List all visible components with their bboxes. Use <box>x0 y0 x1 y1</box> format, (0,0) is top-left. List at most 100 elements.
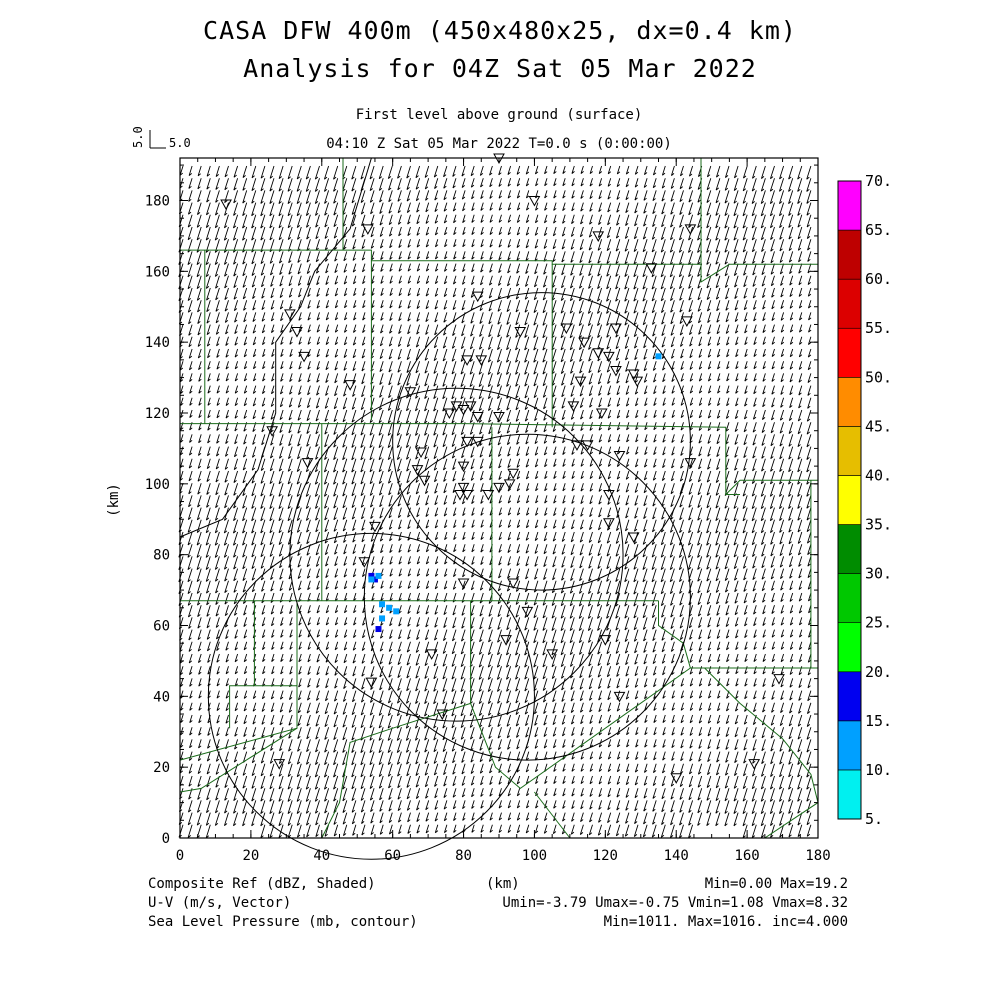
reference-vector: 5.0 5.0 <box>131 126 191 150</box>
colorbar-label: 55. <box>865 319 892 337</box>
station-marker <box>681 316 693 327</box>
footer-stats-3: Min=1011. Max=1016. inc=4.000 <box>603 914 848 930</box>
x-tick-label: 180 <box>805 848 830 864</box>
station-marker <box>627 369 640 381</box>
station-marker <box>595 408 608 420</box>
station-marker <box>415 447 427 458</box>
station-marker <box>365 677 378 689</box>
colorbar-label: 10. <box>865 761 892 779</box>
level-label: First level above ground (surface) <box>355 107 643 123</box>
station-marker <box>684 458 697 469</box>
colorbar-swatch <box>837 377 862 427</box>
y-tick-label: 140 <box>145 335 170 351</box>
colorbar-frame <box>837 180 862 820</box>
station-marker <box>461 436 473 448</box>
x-axis-label: (km) <box>486 876 520 892</box>
station-marker <box>298 351 310 363</box>
county-line <box>179 600 298 793</box>
station-marker <box>514 327 527 338</box>
station-marker <box>443 408 456 420</box>
station-marker <box>528 196 541 207</box>
station-marker <box>493 482 505 494</box>
colorbar: 5. 10. 15. 20. 25. 30. 35. 40. 45. 50. 55. 60. 65. 70… <box>837 172 892 828</box>
station-marker <box>670 773 683 784</box>
radar-range-ring <box>392 292 691 591</box>
y-tick-label: 20 <box>153 760 170 776</box>
colorbar-label: 20. <box>865 663 892 681</box>
county-line <box>179 727 298 761</box>
station-marker <box>411 465 424 476</box>
x-tick-label: 20 <box>242 848 259 864</box>
station-marker <box>631 376 644 388</box>
station-marker <box>578 337 590 349</box>
station-marker <box>454 489 466 501</box>
county-line <box>704 667 819 839</box>
y-tick-label: 80 <box>153 548 170 564</box>
colorbar-swatch <box>837 180 862 231</box>
station-marker <box>571 440 583 451</box>
station-marker <box>471 291 484 303</box>
colorbar-swatch <box>837 671 862 722</box>
station-marker <box>567 401 580 412</box>
valid-time-label: 04:10 Z Sat 05 Mar 2022 T=0.0 s (0:00:00… <box>326 136 672 152</box>
station-marker <box>610 366 622 377</box>
wind-vectors <box>178 165 812 839</box>
pressure-contours <box>179 157 372 538</box>
station-marker <box>610 323 622 335</box>
station-marker <box>301 458 314 469</box>
station-marker <box>592 231 605 242</box>
station-marker <box>613 691 626 703</box>
station-marker <box>475 355 488 366</box>
county-line <box>470 600 691 790</box>
radar-range-ring <box>207 532 535 860</box>
echo-cell <box>368 576 375 583</box>
colorbar-swatch <box>837 475 862 525</box>
station-marker <box>418 475 431 487</box>
x-tick-label: 160 <box>734 848 759 864</box>
footer-stats-1: Min=0.00 Max=19.2 <box>704 876 848 892</box>
station-marker <box>599 635 612 646</box>
station-marker <box>457 461 470 473</box>
title-line-1: CASA DFW 400m (450x480x25, dx=0.4 km) <box>203 16 797 45</box>
station-marker <box>603 489 615 501</box>
axis-ticks: 0 20 40 60 80 100 120 140 160 180 0 20 40 60 80 100 120 1… <box>145 158 831 864</box>
station-marker <box>581 440 594 451</box>
wind-vector-field <box>178 165 812 839</box>
echo-cell <box>655 353 662 360</box>
colorbar-label: 60. <box>865 270 892 288</box>
station-marker <box>507 578 520 590</box>
station-marker <box>358 557 371 568</box>
colorbar-label: 50. <box>865 368 892 386</box>
colorbar-label: 45. <box>865 417 892 435</box>
colorbar-swatch <box>837 573 862 623</box>
station-marker <box>684 224 697 235</box>
footer-field-1: Composite Ref (dBZ, Shaded) <box>148 876 376 892</box>
ref-vector-value: 5.0 <box>169 136 191 150</box>
echo-cell <box>368 572 375 579</box>
colorbar-label: 35. <box>865 516 892 534</box>
county-boundaries <box>179 158 819 839</box>
echo-cell <box>371 576 378 583</box>
footer-stats-2: Umin=-3.79 Umax=-0.75 Vmin=1.08 Vmax=8.3… <box>502 895 848 911</box>
colorbar-label: 15. <box>865 712 892 730</box>
reflectivity-echoes <box>368 353 662 633</box>
echo-cell <box>393 608 400 615</box>
station-marker <box>344 380 356 391</box>
y-tick-label: 180 <box>145 194 170 210</box>
station-marker <box>574 376 587 388</box>
station-marker <box>503 479 516 490</box>
x-tick-label: 60 <box>384 848 401 864</box>
colorbar-swatch <box>837 229 862 280</box>
radar-range-rings <box>207 292 691 860</box>
echo-cell <box>375 572 382 579</box>
station-marker <box>603 351 615 363</box>
station-marker <box>457 578 470 590</box>
colorbar-label: 40. <box>865 466 892 484</box>
station-markers <box>220 153 785 784</box>
y-tick-label: 0 <box>162 831 170 847</box>
y-tick-label: 60 <box>153 619 170 635</box>
colorbar-swatch <box>837 327 862 378</box>
county-line <box>180 249 818 283</box>
station-marker <box>291 327 303 338</box>
